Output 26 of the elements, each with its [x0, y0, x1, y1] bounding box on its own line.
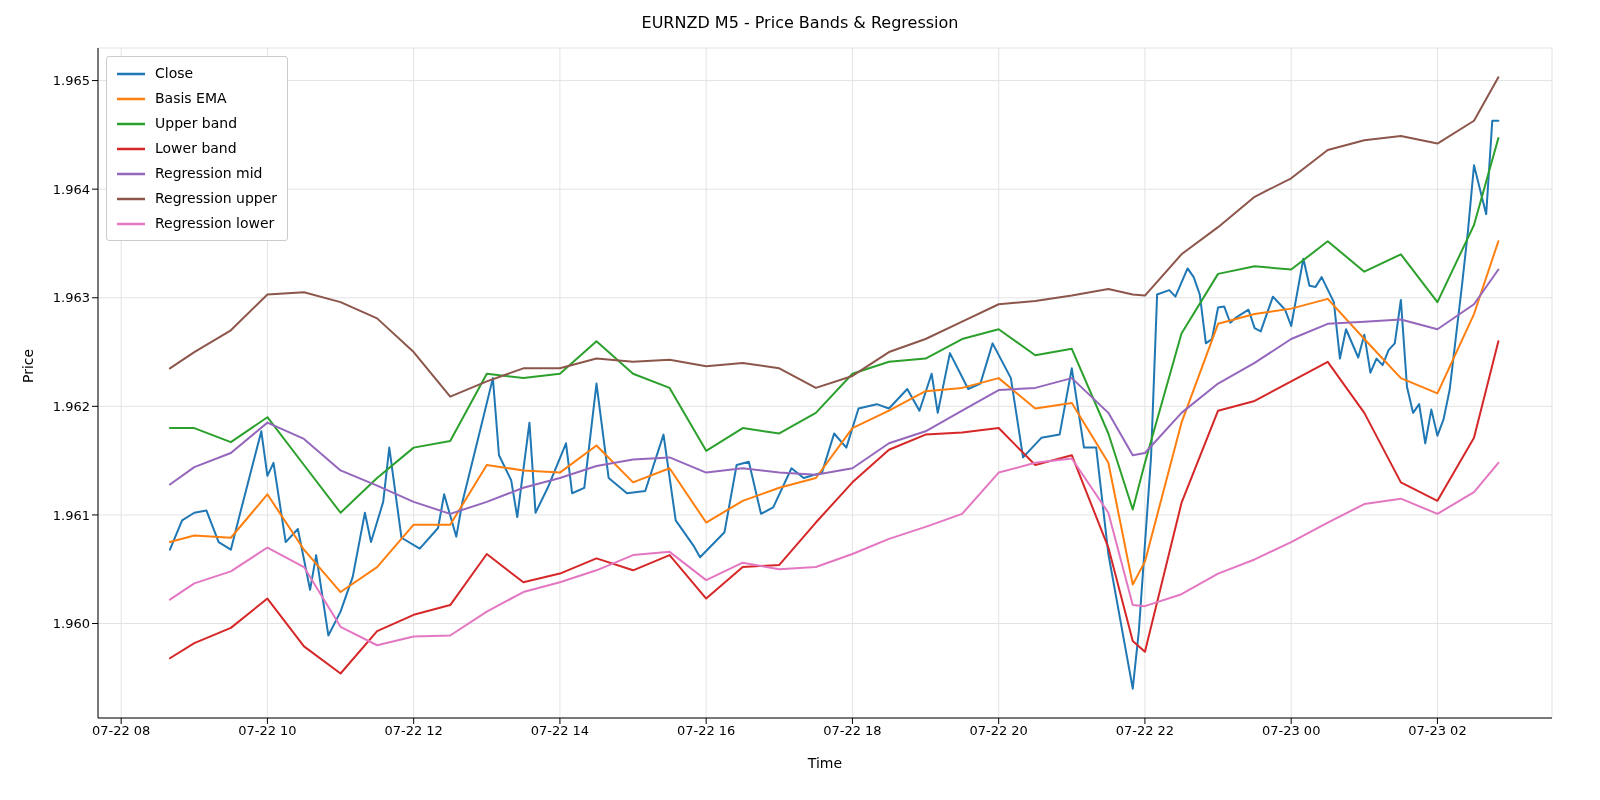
x-tick-label: 07-22 08 — [91, 723, 151, 739]
x-tick-label: 07-22 12 — [384, 723, 443, 739]
x-tick-label: 07-22 18 — [823, 723, 882, 739]
x-tick-label: 07-23 00 — [1261, 723, 1321, 739]
x-tick-label: 07-23 02 — [1408, 723, 1467, 739]
y-tick-label: 1.964 — [52, 181, 90, 197]
y-tick-label: 1.961 — [52, 507, 90, 523]
y-tick-label: 1.963 — [52, 290, 90, 306]
x-tick-label: 07-22 16 — [676, 723, 736, 739]
legend-label: Regression upper — [155, 189, 278, 208]
y-tick-label: 1.962 — [52, 398, 90, 414]
legend-label: Upper band — [155, 114, 238, 133]
x-tick-label: 07-22 10 — [238, 723, 297, 739]
x-tick-label: 07-22 14 — [530, 723, 590, 739]
legend-label: Regression mid — [155, 164, 263, 183]
legend-label: Lower band — [155, 139, 237, 158]
y-axis-title: Price — [19, 348, 36, 383]
legend-label: Regression lower — [155, 214, 275, 233]
chart-title: EURNZD M5 - Price Bands & Regression — [640, 12, 960, 34]
y-tick-label: 1.965 — [52, 73, 90, 89]
legend-label: Basis EMA — [155, 89, 227, 108]
y-tick-label: 1.960 — [52, 616, 90, 632]
legend-label: Close — [155, 64, 194, 83]
x-tick-label: 07-22 20 — [969, 723, 1028, 739]
x-axis-title: Time — [806, 755, 843, 771]
x-tick-label: 07-22 22 — [1115, 723, 1175, 739]
